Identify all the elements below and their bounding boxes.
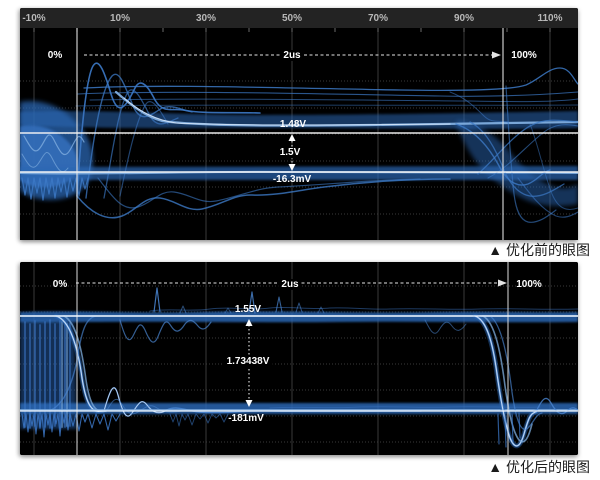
span-label: 2us: [278, 279, 302, 290]
bottom-level-label: -181mV: [228, 413, 264, 424]
axis-tick-label: 10%: [109, 13, 131, 24]
delta-label: 1.73438V: [223, 356, 273, 367]
right-cursor-label: 100%: [516, 279, 542, 290]
caption-after: ▲ 优化后的眼图: [488, 459, 590, 475]
plot-area-before: 0% 2us 100% 1.48V 1.5V -16.3mV: [20, 28, 578, 240]
percent-axis-bar: -10% 10% 30% 50% 70% 90% 110%: [20, 8, 578, 28]
top-level-label: 1.48V: [279, 119, 307, 130]
cursor-lines: [20, 262, 578, 455]
left-cursor-label: 0%: [47, 50, 63, 61]
eye-diagram-after: 0% 2us 100% 1.55V 1.73438V -181mV: [20, 262, 578, 455]
right-cursor-label: 100%: [511, 50, 537, 61]
axis-tick-label: 90%: [453, 13, 475, 24]
cursor-lines: [20, 28, 578, 240]
eye-diagram-traces-before: [20, 28, 578, 240]
delta-label: 1.5V: [276, 147, 304, 158]
axis-tick-label: 110%: [537, 13, 563, 24]
plot-area-after: 0% 2us 100% 1.55V 1.73438V -181mV: [20, 262, 578, 455]
left-cursor-label: 0%: [52, 279, 68, 290]
caption-before: ▲ 优化前的眼图: [488, 242, 590, 258]
eye-diagram-before: -10% 10% 30% 50% 70% 90% 110%: [20, 8, 578, 240]
top-level-label: 1.55V: [234, 304, 262, 315]
axis-tick-label: 50%: [281, 13, 303, 24]
axis-tick-label: 70%: [367, 13, 389, 24]
eye-diagram-traces-after: [20, 262, 578, 455]
bottom-level-label: -16.3mV: [272, 174, 312, 185]
span-label: 2us: [280, 50, 304, 61]
axis-tick-label: -10%: [22, 13, 46, 24]
axis-tick-label: 30%: [195, 13, 217, 24]
